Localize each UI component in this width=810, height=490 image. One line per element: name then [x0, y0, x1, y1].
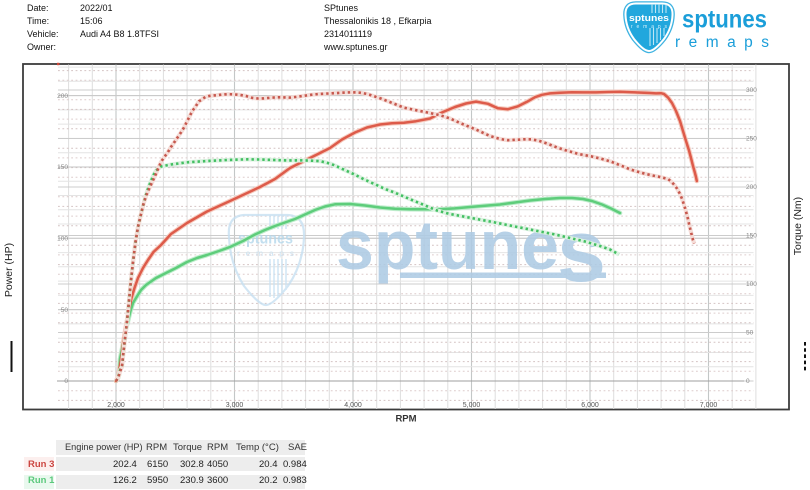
- svg-text:50: 50: [61, 307, 69, 314]
- svg-text:Torque (Nm): Torque (Nm): [792, 197, 804, 255]
- svg-text:250: 250: [746, 136, 757, 143]
- svg-text:200: 200: [746, 184, 757, 191]
- svg-text:200: 200: [57, 93, 68, 100]
- svg-text:50: 50: [746, 330, 754, 337]
- svg-text:6,000: 6,000: [581, 402, 599, 409]
- svg-text:sptunes: sptunes: [682, 6, 767, 34]
- svg-text:300: 300: [746, 87, 757, 94]
- svg-text:sptunes: sptunes: [629, 13, 669, 24]
- svg-text:0: 0: [64, 378, 68, 385]
- svg-text:2,000: 2,000: [107, 402, 125, 409]
- svg-text:3,000: 3,000: [226, 402, 244, 409]
- svg-text:sptune: sptune: [336, 206, 559, 284]
- svg-text:7,000: 7,000: [700, 402, 718, 409]
- svg-text:4,000: 4,000: [344, 402, 362, 409]
- svg-text:5,000: 5,000: [463, 402, 481, 409]
- svg-text:100: 100: [746, 281, 757, 288]
- svg-text:Power (HP): Power (HP): [3, 243, 15, 297]
- svg-text:150: 150: [57, 164, 68, 171]
- svg-text:RPM: RPM: [395, 414, 416, 425]
- svg-text:150: 150: [746, 233, 757, 240]
- svg-text:s: s: [557, 201, 606, 300]
- svg-text:0: 0: [746, 378, 750, 385]
- svg-text:100: 100: [57, 236, 68, 243]
